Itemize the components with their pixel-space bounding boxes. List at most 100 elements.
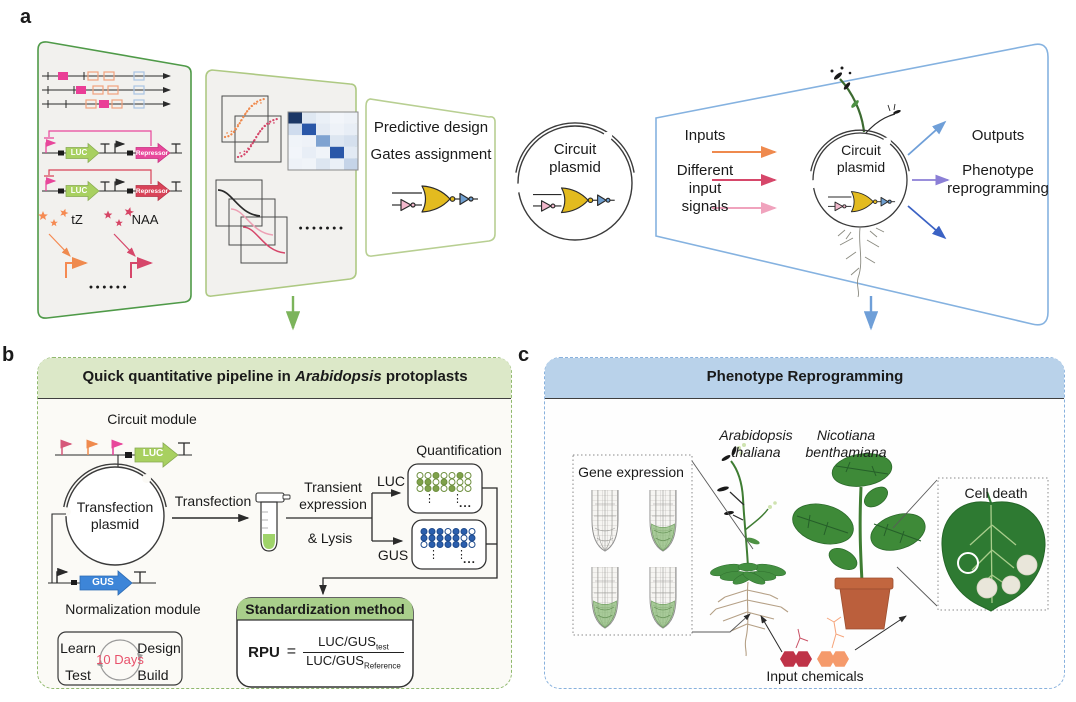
- different-input-signals-label: input: [688, 180, 722, 197]
- rpu-label: RPU: [248, 643, 280, 661]
- circuit-plasmid-label: plasmid: [549, 159, 601, 176]
- normalization-module-label: Normalization module: [65, 601, 201, 617]
- ellipsis-dots: ●●●●●●: [88, 284, 130, 291]
- ten-days-label: 10 Days: [96, 652, 144, 667]
- nicotiana-plant-icon: [792, 453, 926, 630]
- panel-b-label: b: [2, 344, 15, 366]
- species-nicotiana-label: benthamiana: [805, 444, 887, 460]
- denominator-sub: Reference: [363, 661, 401, 671]
- funnel-design-shape: [365, 98, 496, 257]
- standardization-connector: [319, 487, 498, 596]
- plate-vdots: ⋮ ⋮: [428, 549, 475, 561]
- gus-branch-label: GUS: [377, 547, 409, 563]
- species-nicotiana-label: Nicotiana: [816, 427, 876, 443]
- denominator-text: LUC/GUS: [306, 652, 364, 668]
- gus-gene-label: GUS: [92, 577, 114, 588]
- different-input-signals-label: signals: [681, 198, 729, 215]
- gene-expression-label: Gene expression: [578, 464, 684, 480]
- cycle-test-label: Test: [65, 667, 91, 683]
- gus-microplate-icon: [411, 519, 487, 570]
- plate-hdots: ...: [459, 496, 473, 510]
- luc-arrow-label: LUC: [70, 148, 88, 157]
- connector-lines: [691, 460, 938, 633]
- dbtl-cycle-icon: [57, 631, 183, 686]
- ellipsis-dots: ●●●●●●●: [298, 225, 346, 232]
- luc-gene-label: LUC: [142, 448, 164, 459]
- phenotype-reprogramming-label: Phenotype: [962, 162, 1034, 179]
- circuit-plasmid-label: plasmid: [836, 159, 886, 175]
- panel-a-label: a: [20, 6, 32, 28]
- luc-arrow-label: LUC: [70, 186, 88, 195]
- transfection-label: Transfection: [174, 493, 252, 509]
- input-arrows-icon: [712, 146, 777, 214]
- standardization-title: Standardization method: [245, 601, 405, 617]
- cycle-design-label: Design: [137, 640, 181, 656]
- gene-expression-box: [572, 454, 693, 636]
- plate-vdots: ⋮ ⋮: [424, 493, 471, 505]
- plate-hdots: ...: [463, 552, 477, 566]
- fraction: LUC/GUStest LUC/GUSReference: [303, 634, 404, 670]
- branch-lines: [286, 489, 404, 545]
- arabidopsis-plant-icon: [709, 443, 789, 657]
- circuit-plasmid-label: Circuit: [841, 142, 881, 158]
- inducer-stars-icon: [38, 205, 153, 278]
- transfection-plasmid-label: Transfection: [76, 499, 154, 515]
- infiltration-spot-icon: [1016, 554, 1038, 576]
- normalization-module-construct: [48, 567, 156, 596]
- transfection-plasmid-label: plasmid: [90, 516, 140, 532]
- root-tip-icon: [591, 489, 619, 552]
- root-tip-icon: [650, 490, 676, 551]
- dose-response-scatter-icon: [221, 95, 282, 163]
- different-input-signals-label: Different: [676, 162, 734, 179]
- transient-expression-label: Transient: [304, 479, 362, 495]
- rpu-formula: RPU = LUC/GUStest LUC/GUSReference: [246, 634, 406, 670]
- lysis-label: & Lysis: [307, 530, 353, 546]
- repressor-arrow-label: Repressor: [135, 188, 169, 195]
- quantification-label: Quantification: [416, 442, 502, 458]
- inputs-label: Inputs: [684, 127, 726, 144]
- funnel-characterization-shape: [205, 69, 357, 297]
- circuit-plasmid-label: Circuit: [553, 141, 597, 158]
- output-arrows-icon: [907, 120, 950, 240]
- predictive-design-label: Predictive design: [373, 119, 489, 136]
- root-tip-icon: [592, 567, 618, 628]
- label-tz: tZ: [71, 212, 83, 227]
- fraction-denominator: LUC/GUSReference: [303, 651, 404, 671]
- infiltration-spot-icon: [957, 552, 979, 574]
- header-text: Quick quantitative pipeline in: [82, 368, 296, 385]
- transient-expression-label: expression: [299, 496, 367, 512]
- root-tip-icon: [650, 567, 676, 628]
- repressor-arrow-label: Repressor: [135, 150, 169, 157]
- phenotype-reprogramming-label: reprogramming: [947, 180, 1049, 197]
- luc-branch-label: LUC: [376, 473, 406, 489]
- funnel-library-shape: [37, 41, 192, 319]
- header-text: protoplasts: [381, 368, 468, 385]
- heatmap-icon: [287, 111, 359, 171]
- circuit-module-label: Circuit module: [107, 411, 197, 427]
- standardization-box: [236, 597, 414, 688]
- cell-death-box: [937, 477, 1049, 612]
- panel-b-header-band: [38, 358, 511, 399]
- infiltration-spot-icon: [1001, 575, 1021, 595]
- numerator-text: LUC/GUS: [318, 634, 376, 649]
- transfer-curves-icon: [215, 179, 288, 264]
- panel-c-header-title: Phenotype Reprogramming: [706, 368, 904, 385]
- gates-assignment-label: Gates assignment: [370, 146, 492, 163]
- species-arabidopsis-label: thaliana: [731, 444, 781, 460]
- reporter-circuit-icon: [42, 169, 182, 202]
- dna-library-icon: [42, 71, 171, 109]
- tube-icon: [255, 492, 291, 552]
- numerator-sub: test: [375, 642, 389, 652]
- input-chemicals-label: Input chemicals: [766, 668, 864, 684]
- header-italic-text: Arabidopsis: [295, 368, 382, 385]
- panel-c-header-band: [545, 358, 1064, 399]
- outputs-label: Outputs: [971, 127, 1025, 144]
- infiltration-spot-icon: [976, 577, 998, 599]
- circuit-module-construct: [55, 439, 192, 468]
- cell-death-label: Cell death: [964, 485, 1028, 501]
- panel-b-header-title: Quick quantitative pipeline in Arabidops…: [82, 368, 468, 386]
- panel-c-label: c: [518, 344, 530, 366]
- plasmid-in-plant-icon: [809, 66, 910, 298]
